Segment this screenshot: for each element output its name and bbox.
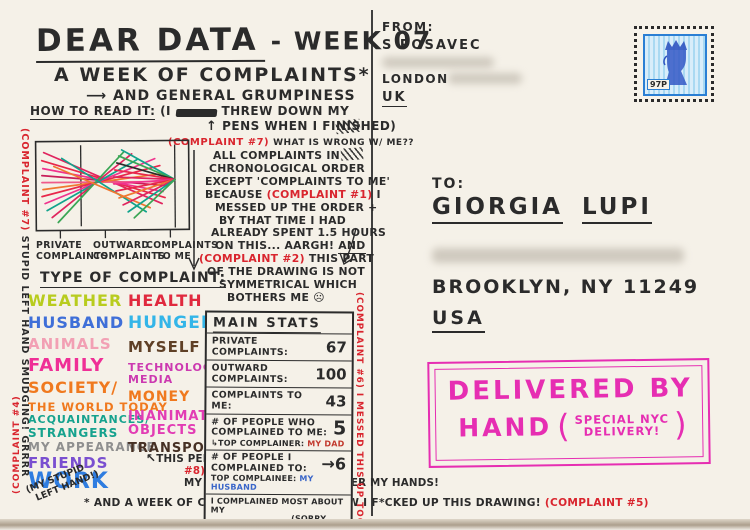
complaint-type: HEALTH [128, 291, 203, 310]
complaint-type-list-right: HEALTH HUNGER MYSELF TECHNOLOGY/MEDIA MONEY I… [128, 291, 226, 461]
complaint-type: INANIMATE [128, 409, 219, 424]
delivery-line1: DELIVERED BY [447, 373, 693, 407]
delivered-by-hand-stamp: DELIVERED BY HAND ( SPECIAL NYC DELIVERY… [427, 358, 711, 468]
complaint-type: ACQUAINTANCES/ [28, 413, 151, 426]
arrow-curve-icon [339, 227, 357, 266]
from-name: S POSAVEC [382, 38, 482, 53]
stat-row-outward: OUTWARD COMPLAINTS: 100 [206, 359, 352, 388]
arrow-down-icon [188, 150, 200, 271]
subtitle2: ⟶ AND GENERAL GRUMPINESS [86, 88, 356, 104]
stat-row-people-to-me: # OF PEOPLE WHO COMPLAINED TO ME: 5 ↳TOP… [206, 413, 352, 451]
complaint-type: FRIENDS [28, 454, 109, 472]
to-country: USA [432, 307, 485, 333]
axis-label-private: PRIVATE COMPLAINTS [36, 240, 109, 262]
subtitle: A WEEK OF COMPLAINTS* [54, 64, 371, 86]
main-stats-title: MAIN STATS [212, 315, 321, 334]
scribble-mark [335, 118, 361, 135]
complaint-type: HUSBAND [28, 313, 125, 332]
complaint-type: MONEY [128, 389, 191, 405]
delivery-stamp-inner: DELIVERED BY HAND ( SPECIAL NYC DELIVERY… [434, 365, 704, 461]
margin-note-smudging: (COMPLAINT #7) STUPID LEFT HAND SMUDGING… [19, 128, 30, 478]
complaints-fan-chart [34, 139, 191, 239]
delivery-line2: HAND ( SPECIAL NYC DELIVERY! ) [457, 405, 687, 446]
complaint-type: SOCIETY/ [28, 378, 119, 397]
complaint-type-list-left: WEATHER HUSBAND ANIMALS FAMILY SOCIETY/THE W… [28, 291, 167, 506]
complaint-type: STRANGERS [28, 426, 119, 440]
margin-note-complaint6: (COMPLAINT #6) I MESSED THIS UP TOO [354, 292, 364, 527]
axis-label-tome: COMPLAINTS TO ME [146, 240, 219, 262]
footnote: * AND A WEEK OF COMPLAINTS ABOUT HOW I F… [84, 497, 649, 509]
complaint-type: MYSELF [128, 338, 201, 356]
redacted-address-line [382, 57, 494, 68]
stat-row-private: PRIVATE COMPLAINTS: 67 [206, 332, 352, 361]
type-of-complaint-heading: TYPE OF COMPLAINT: [40, 270, 227, 288]
complaint-type: MEDIA [128, 373, 174, 386]
complaint-type: HUNGER [128, 313, 215, 333]
stamp-denomination: 97P [647, 79, 670, 90]
complaint-type: MY APPEARANCE [28, 440, 156, 454]
postage-stamp: 97P [634, 26, 714, 102]
redacted-postcode [448, 73, 522, 84]
page-title: DEAR DATA - WEEK 07 [35, 21, 433, 64]
stat-row-people-i-complained: # OF PEOPLE I COMPLAINED TO: →6 TOP COMP… [205, 449, 352, 495]
title-main: DEAR DATA [35, 21, 265, 64]
top-complainee: TOP COMPLAINEE: MY HUSBAND [210, 473, 314, 492]
center-divider [371, 10, 373, 516]
margin-note-complaint4: (COMPLAINT #4) [12, 395, 22, 494]
to-label: TO: [432, 176, 466, 192]
complaint-type: FAMILY [28, 355, 105, 376]
main-stats-box: MAIN STATS PRIVATE COMPLAINTS: 67 OUTWAR… [202, 310, 355, 530]
stamp-queen-icon [663, 40, 687, 85]
complaint-type: THE WORLD TODAY [28, 400, 168, 414]
from-city: LONDON [382, 72, 449, 86]
complaint-type: ANIMALS [28, 335, 112, 353]
complaint-type: TRANSPORT [128, 441, 226, 456]
complaint-type: TECHNOLOGY/ [128, 361, 227, 374]
top-complainer: ↳TOP COMPLAINER: MY DAD [211, 438, 345, 449]
from-label: FROM: [382, 20, 434, 34]
axis-label-outward: OUTWARD COMPLAINTS [93, 240, 166, 262]
from-country: UK [382, 90, 407, 107]
complaint-type: WORK [28, 469, 109, 494]
complaint-type: OBJECTS [128, 423, 198, 438]
stat-row-tome: COMPLAINTS TO ME: 43 [206, 386, 352, 415]
redacted-street-line [432, 248, 684, 263]
to-city: BROOKLYN, NY 11249 [432, 276, 700, 298]
complaint-type: WEATHER [28, 291, 123, 310]
to-name: GIORGIA LUPI [432, 194, 652, 224]
card-edge-shadow [0, 519, 750, 530]
chronology-note: ALL COMPLAINTS IN CHRONOLOGICAL ORDER EXCE… [199, 149, 391, 304]
arrow-right-icon: ⟶ [86, 88, 108, 104]
stamp-inner: 97P [643, 34, 707, 96]
